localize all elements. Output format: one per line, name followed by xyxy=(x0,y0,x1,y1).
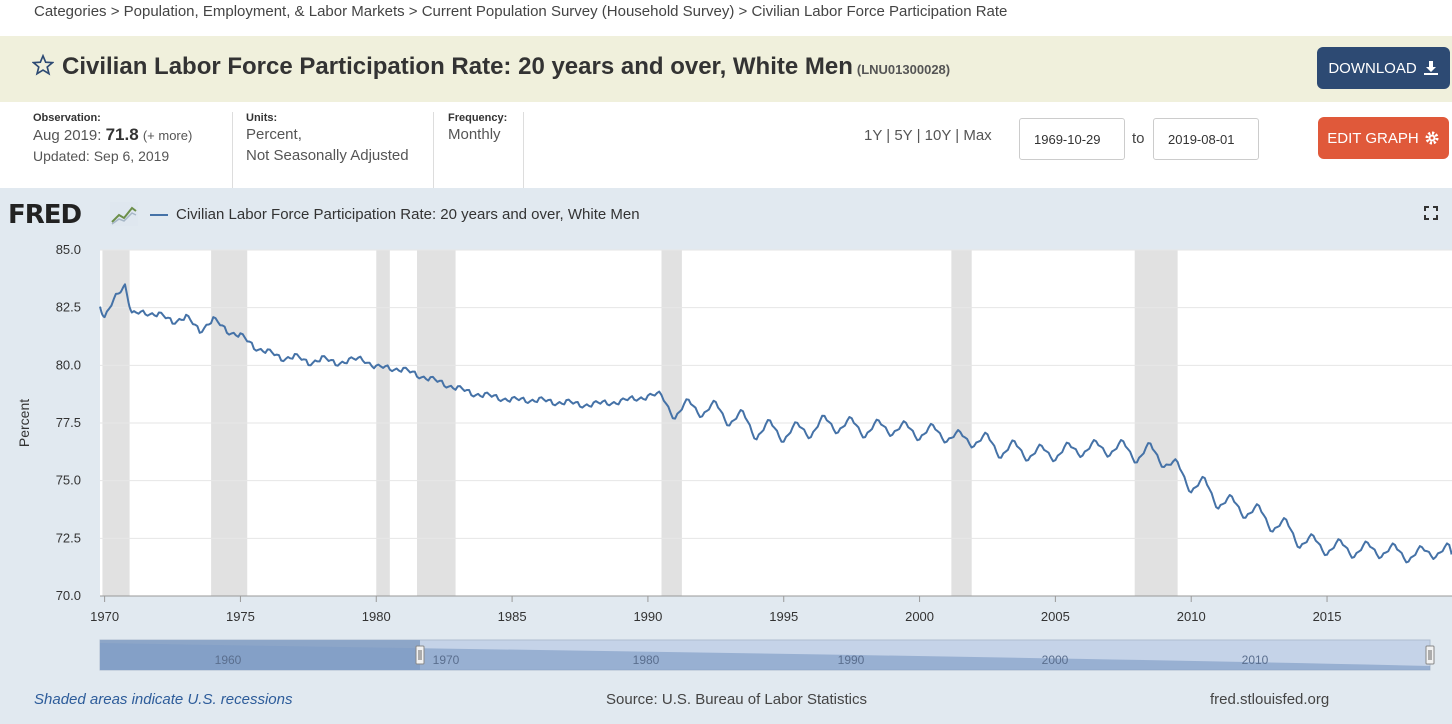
y-tick-label: 75.0 xyxy=(56,473,81,488)
observation-date: Aug 2019: xyxy=(33,127,102,144)
download-label: DOWNLOAD xyxy=(1328,59,1417,77)
recession-note: Shaded areas indicate U.S. recessions xyxy=(34,691,293,708)
navigator-label: 1960 xyxy=(215,653,242,667)
site-link[interactable]: fred.stlouisfed.org xyxy=(1210,691,1330,708)
meta-divider xyxy=(433,112,434,188)
navigator-handle xyxy=(415,645,425,665)
legend-label: Civilian Labor Force Participation Rate:… xyxy=(176,206,640,223)
y-tick-label: 77.5 xyxy=(56,415,81,430)
x-tick-label: 2000 xyxy=(905,609,934,624)
y-tick-label: 82.5 xyxy=(56,300,81,315)
x-tick-label: 1975 xyxy=(226,609,255,624)
x-tick-label: 1980 xyxy=(362,609,391,624)
breadcrumb[interactable]: Categories > Population, Employment, & L… xyxy=(34,3,1008,20)
observation-value: 71.8 xyxy=(105,125,139,144)
units-line1: Percent, xyxy=(246,126,302,143)
fred-logo-chart-icon xyxy=(110,202,138,226)
navigator-label: 2000 xyxy=(1042,653,1069,667)
range-separator: | xyxy=(955,127,960,144)
start-date-input[interactable] xyxy=(1019,118,1125,160)
units-block: Units: Percent, Not Seasonally Adjusted xyxy=(246,112,409,188)
to-label: to xyxy=(1132,130,1145,147)
navigator-label: 2010 xyxy=(1242,653,1269,667)
y-axis-label: Percent xyxy=(16,399,32,447)
edit-graph-button[interactable]: EDIT GRAPH xyxy=(1318,117,1449,159)
updated-date: Updated: Sep 6, 2019 xyxy=(33,148,170,164)
units-line2: Not Seasonally Adjusted xyxy=(246,147,409,164)
observation-more-link[interactable]: (+ more) xyxy=(142,128,193,143)
y-tick-label: 85.0 xyxy=(56,242,81,257)
range-max-link[interactable]: Max xyxy=(963,127,992,144)
range-10y-link[interactable]: 10Y xyxy=(924,127,952,144)
series-line xyxy=(99,283,1452,564)
x-tick-label: 2015 xyxy=(1313,609,1342,624)
range-separator: | xyxy=(886,127,891,144)
meta-divider xyxy=(523,112,524,188)
y-tick-label: 72.5 xyxy=(56,530,81,545)
title-bar: Civilian Labor Force Participation Rate:… xyxy=(0,36,1452,102)
range-links: 1Y | 5Y | 10Y | Max xyxy=(864,127,992,144)
navigator-series-area xyxy=(100,643,1430,670)
range-separator: | xyxy=(916,127,921,144)
meta-divider xyxy=(232,112,233,188)
range-5y-link[interactable]: 5Y xyxy=(894,127,913,144)
chart-legend: Civilian Labor Force Participation Rate:… xyxy=(150,206,640,223)
source-label: Source: U.S. Bureau of Labor Statistics xyxy=(606,691,867,708)
observation-value-line: Aug 2019: 71.8 (+ more) xyxy=(33,124,192,146)
download-button[interactable]: DOWNLOAD xyxy=(1317,47,1450,89)
x-tick-label: 1990 xyxy=(633,609,662,624)
x-tick-label: 2005 xyxy=(1041,609,1070,624)
y-tick-label: 70.0 xyxy=(56,588,81,603)
legend-swatch xyxy=(150,213,168,216)
star-icon[interactable] xyxy=(32,54,54,76)
x-tick-label: 1995 xyxy=(769,609,798,624)
navigator-label: 1970 xyxy=(433,653,460,667)
frequency-label: Frequency: xyxy=(448,112,508,124)
observation-label: Observation: xyxy=(33,112,101,124)
download-icon xyxy=(1423,61,1438,75)
page-title: Civilian Labor Force Participation Rate:… xyxy=(62,53,950,81)
navigator-label: 1980 xyxy=(633,653,660,667)
observation-block: Observation: Aug 2019: 71.8 (+ more) Upd… xyxy=(33,112,192,188)
frequency-block: Frequency: Monthly xyxy=(448,112,507,188)
end-date-input[interactable] xyxy=(1153,118,1259,160)
y-tick-label: 80.0 xyxy=(56,357,81,372)
navigator-handle xyxy=(1425,645,1435,665)
series-id: (LNU01300028) xyxy=(856,62,951,77)
fullscreen-icon[interactable] xyxy=(1424,206,1438,220)
series-title-text: Civilian Labor Force Participation Rate:… xyxy=(62,53,853,80)
x-tick-label: 1985 xyxy=(498,609,527,624)
gear-icon xyxy=(1425,131,1439,145)
range-1y-link[interactable]: 1Y xyxy=(864,127,883,144)
edit-graph-label: EDIT GRAPH xyxy=(1327,129,1419,147)
fred-logo: FRED xyxy=(8,200,82,230)
navigator-label: 1990 xyxy=(838,653,865,667)
x-tick-label: 1970 xyxy=(90,609,119,624)
x-tick-label: 2010 xyxy=(1177,609,1206,624)
frequency-value: Monthly xyxy=(448,126,501,143)
units-label: Units: xyxy=(246,112,278,124)
